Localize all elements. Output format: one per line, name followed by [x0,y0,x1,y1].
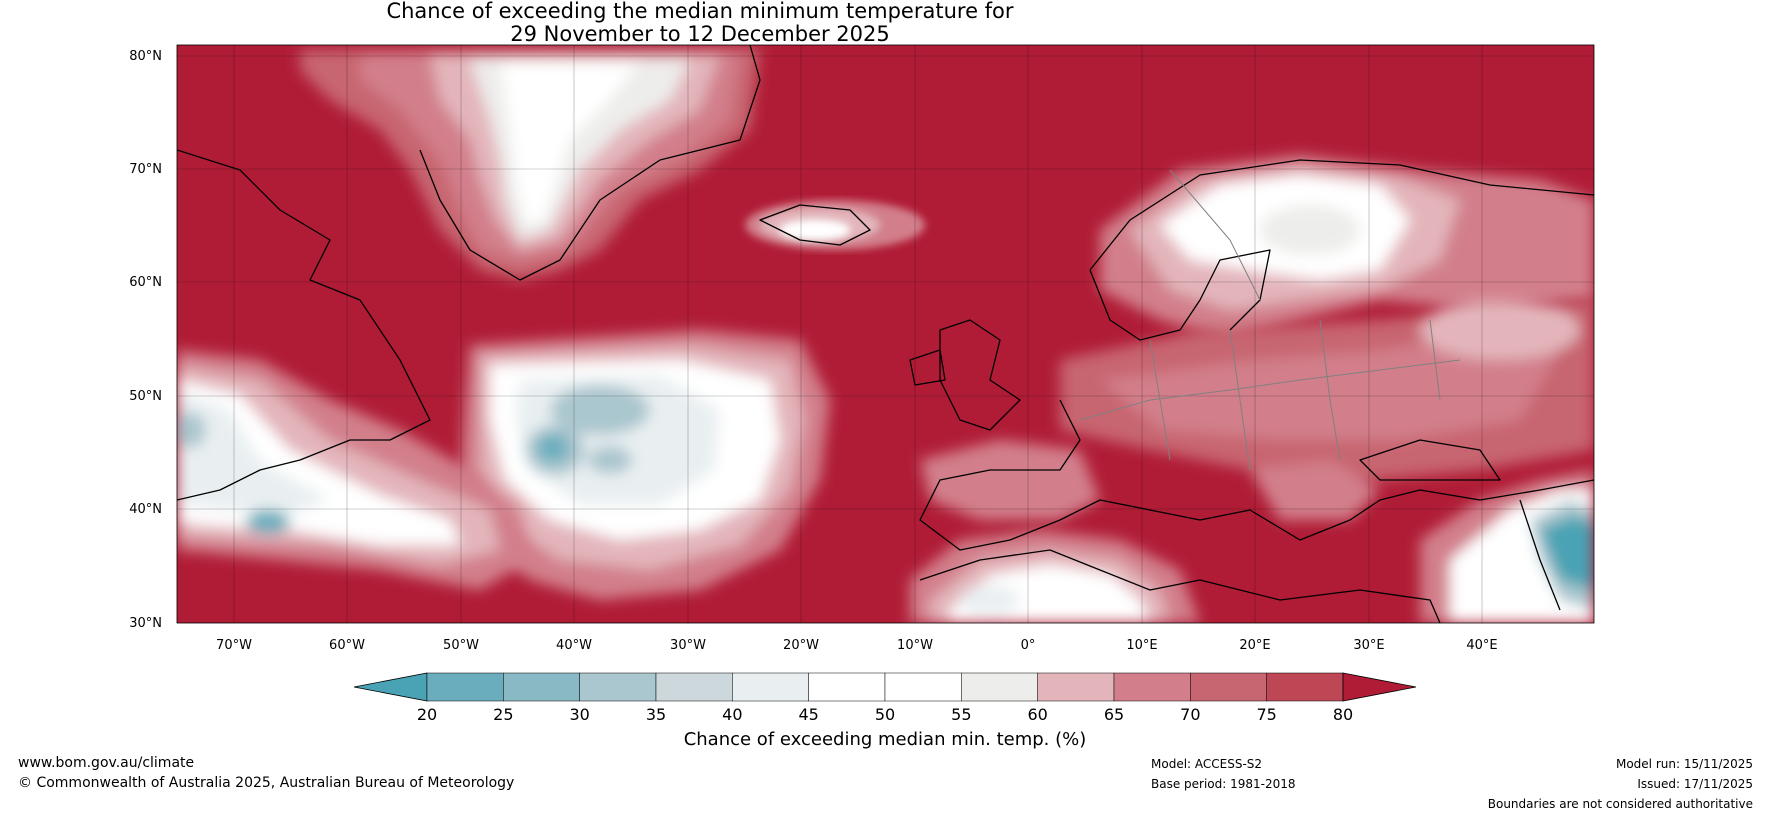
iceland-coast [759,204,871,246]
lon-label-10e: 10°E [1126,638,1157,653]
lat-label-60n: 60°N [129,275,162,290]
footer-disclaimer: Boundaries are not considered authoritat… [1487,797,1753,811]
colorbar-segment [1266,672,1344,702]
map-title-line-2: 29 November to 12 December 2025 [510,22,890,46]
lat-label-40n: 40°N [129,502,162,517]
colorbar-tick-label: 40 [722,705,742,724]
atlantic-light-blue-3 [588,446,632,474]
colorbar-segment [579,672,657,702]
lat-label-30n: 30°N [129,616,162,631]
map-gridlines [177,45,1594,623]
coastlines [177,45,1594,623]
lat-label-70n: 70°N [129,162,162,177]
lon-label-40w: 40°W [556,638,592,653]
colorbar-tick-label: 65 [1104,705,1124,724]
colorbar-segment [426,672,504,702]
atlantic-blue-core [537,434,569,462]
footer-model-run: Model run: 15/11/2025 [1615,757,1753,771]
colorbar-tick-label: 60 [1027,705,1047,724]
britain-coast [939,319,1021,431]
colorbar-tick-label: 30 [569,705,589,724]
mideast-teal [1540,515,1594,590]
iceland-region [745,200,925,250]
lat-label-80n: 80°N [129,49,162,64]
north-america-coast [177,149,431,501]
latitude-labels: 80°N 70°N 60°N 50°N 40°N 30°N [129,49,162,631]
africa-pale-blue [960,585,1020,615]
caspian-coast [1519,499,1561,611]
lon-label-30e: 30°E [1353,638,1384,653]
europe-region [920,300,1594,520]
footer-base-period: Base period: 1981-2018 [1151,777,1296,791]
colorbar-segment [808,672,886,702]
lon-label-20w: 20°W [783,638,819,653]
country-borders [1079,169,1461,471]
lon-label-70w: 70°W [216,638,252,653]
map-plot-area [177,45,1594,623]
colorbar-segment [1037,672,1115,702]
lon-label-10w: 10°W [897,638,933,653]
greenland-coast [419,45,761,281]
west-pale-blue [177,390,330,515]
footer-model: Model: ACCESS-S2 [1151,757,1263,771]
greenland-region [300,48,760,280]
lon-label-40e: 40°E [1466,638,1497,653]
colorbar-tick-label: 35 [646,705,666,724]
west-blue-core [246,510,290,534]
lon-label-0: 0° [1021,638,1036,653]
atlantic-light-blue-1 [550,385,650,435]
footer-copyright: © Commonwealth of Australia 2025, Austra… [18,775,515,791]
black-sea-coast [1359,439,1501,481]
colorbar-segment [503,672,580,702]
lon-label-50w: 50°W [443,638,479,653]
colorbar-segment [1190,672,1267,702]
western-atlantic-region [177,350,530,590]
colorbar-tick-label: 25 [493,705,513,724]
lat-label-50n: 50°N [129,389,162,404]
iceland-white [780,220,850,240]
map-frame [176,44,1595,624]
greenland-white [500,62,640,225]
colorbar-tick-label: 70 [1180,705,1200,724]
colorbar: 20 25 30 35 40 45 50 55 60 65 70 75 80 [353,672,1417,724]
colorbar-segment [1113,672,1191,702]
north-atlantic-region [460,330,830,600]
colorbar-extend-low [353,672,428,702]
map-title-line-1: Chance of exceeding the median minimum t… [386,0,1014,23]
colorbar-segment [961,672,1038,702]
longitude-labels: 70°W 60°W 50°W 40°W 30°W 20°W 10°W 0° 10… [216,638,1498,653]
colorbar-segment [655,672,733,702]
north-africa-region [910,530,1200,623]
russia-light-pink [1420,300,1580,360]
colorbar-tick-label: 20 [417,705,437,724]
baltic-coast [1089,249,1271,341]
west-light-blue [177,412,206,448]
scandinavia-region [1100,155,1594,340]
colorbar-tick-label: 55 [951,705,971,724]
footer-issued: Issued: 17/11/2025 [1637,777,1753,791]
colorbar-tick-label: 50 [875,705,895,724]
scandinavia-neutral [1260,205,1360,255]
lon-label-60w: 60°W [329,638,365,653]
north-africa-coast [919,549,1441,623]
colorbar-segment [732,672,809,702]
lon-label-30w: 30°W [670,638,706,653]
colorbar-extend-high [1342,672,1417,702]
lon-label-20e: 20°E [1239,638,1270,653]
iberia-mid [920,440,1100,520]
europe-mid [1100,330,1560,440]
colorbar-tick-label: 80 [1333,705,1353,724]
colorbar-tick-label: 75 [1256,705,1276,724]
colorbar-title: Chance of exceeding median min. temp. (%… [684,729,1087,750]
scandinavia-coast [1089,159,1594,271]
colorbar-segment [884,672,962,702]
footer-website: www.bom.gov.au/climate [18,755,195,771]
europe-south-coast [919,399,1594,551]
colorbar-tick-label: 45 [798,705,818,724]
balkans-mid [1250,460,1380,520]
ireland-coast [909,349,946,386]
